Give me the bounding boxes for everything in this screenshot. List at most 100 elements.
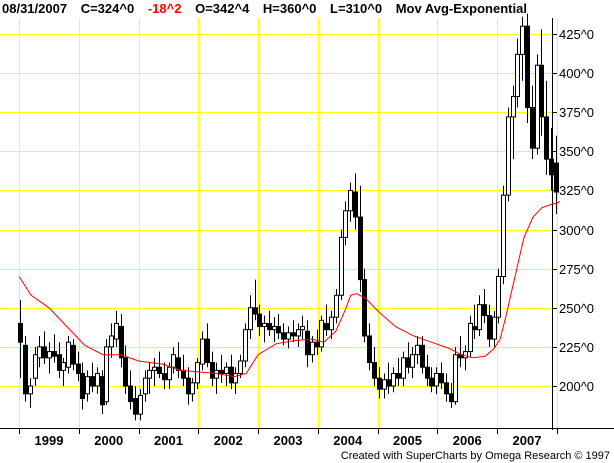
y-tick-label: 375^0 bbox=[559, 105, 594, 120]
candle-body bbox=[162, 372, 167, 381]
y-tick-label: 250^0 bbox=[559, 301, 594, 316]
candle-body bbox=[195, 362, 200, 384]
candle-body bbox=[406, 357, 411, 368]
y-tick-label: 425^0 bbox=[559, 27, 594, 42]
moving-average-line bbox=[18, 200, 561, 378]
x-tick-label: 2007 bbox=[513, 433, 542, 448]
candle-body bbox=[539, 64, 544, 118]
header-open: O=342^4 bbox=[195, 1, 250, 16]
candle-body bbox=[71, 344, 76, 365]
candle-body bbox=[319, 319, 324, 348]
candle-body bbox=[171, 354, 176, 368]
candle-body bbox=[143, 377, 148, 395]
y-tick-label: 225^0 bbox=[559, 340, 594, 355]
candle-body bbox=[472, 326, 477, 331]
candle-body bbox=[315, 341, 320, 348]
y-tick-label: 275^0 bbox=[559, 262, 594, 277]
candle-body bbox=[210, 362, 215, 379]
x-tick-label: 2001 bbox=[154, 433, 183, 448]
candle-body bbox=[496, 275, 501, 318]
candle-body bbox=[85, 376, 90, 395]
candle-body bbox=[324, 322, 329, 331]
candle-body bbox=[334, 294, 339, 318]
candle-body bbox=[439, 372, 444, 384]
candle-body bbox=[224, 366, 229, 374]
x-tick-label: 2000 bbox=[94, 433, 123, 448]
x-tick-label: 2006 bbox=[453, 433, 482, 448]
candle-body bbox=[200, 338, 205, 365]
candle-body bbox=[362, 279, 367, 337]
candle-body bbox=[401, 357, 406, 379]
candle-body bbox=[123, 357, 128, 387]
candle-body bbox=[549, 158, 554, 176]
candle-body bbox=[33, 354, 38, 379]
candle-body bbox=[511, 96, 516, 118]
header-high: H=360^0 bbox=[262, 1, 317, 16]
candle-body bbox=[28, 385, 33, 395]
candle-body bbox=[343, 210, 348, 238]
candle-body bbox=[453, 354, 458, 403]
candle-body bbox=[296, 329, 301, 337]
candle-body bbox=[243, 329, 248, 362]
candle-body bbox=[128, 385, 133, 403]
candle-body bbox=[468, 322, 473, 353]
candle-body bbox=[95, 372, 100, 387]
candle-body bbox=[114, 322, 119, 340]
candle-body bbox=[367, 335, 372, 364]
candle-body bbox=[501, 194, 506, 277]
candle-body bbox=[233, 372, 238, 384]
candle-body bbox=[520, 25, 525, 55]
candle-body bbox=[66, 341, 71, 368]
candle-body bbox=[76, 363, 81, 374]
candle-body bbox=[267, 322, 272, 331]
header-date: 08/31/2007 bbox=[2, 1, 68, 16]
credit-text: Created with SuperCharts by Omega Resear… bbox=[340, 450, 610, 462]
candle-body bbox=[358, 216, 363, 281]
candle-body bbox=[391, 372, 396, 387]
candle-body bbox=[515, 53, 520, 98]
candle-body bbox=[310, 341, 315, 356]
candle-body bbox=[281, 332, 286, 340]
candle-body bbox=[100, 376, 105, 406]
candle-body bbox=[420, 344, 425, 368]
candle-body bbox=[186, 377, 191, 395]
candle-body bbox=[238, 360, 243, 374]
candle-body bbox=[176, 357, 181, 371]
x-tick-label: 2004 bbox=[333, 433, 363, 448]
candle-body bbox=[57, 354, 62, 371]
candle-body bbox=[463, 351, 468, 359]
candle-body bbox=[80, 372, 85, 400]
candle-body bbox=[415, 344, 420, 356]
candle-body bbox=[42, 346, 47, 359]
candle-body bbox=[396, 372, 401, 379]
candle-body bbox=[119, 326, 124, 359]
candle-body bbox=[291, 332, 296, 337]
candle-body bbox=[61, 362, 66, 371]
candle-body bbox=[23, 344, 28, 395]
y-tick-label: 350^0 bbox=[559, 144, 594, 159]
chart-header: 08/31/2007 C=324^0 -18^2 O=342^4 H=360^0… bbox=[2, 1, 537, 16]
y-tick-label: 200^0 bbox=[559, 379, 594, 394]
candle-body bbox=[386, 379, 391, 387]
candle-body bbox=[425, 366, 430, 379]
candle-body bbox=[410, 354, 415, 368]
candle-body bbox=[229, 366, 234, 384]
candle-body bbox=[477, 304, 482, 331]
candle-body bbox=[329, 316, 334, 331]
candle-body bbox=[434, 372, 439, 387]
candle-body bbox=[18, 322, 23, 343]
candle-body bbox=[133, 398, 138, 415]
candle-body bbox=[535, 64, 540, 149]
candle-body bbox=[157, 366, 162, 374]
y-tick-label: 325^0 bbox=[559, 183, 594, 198]
y-tick-label: 300^0 bbox=[559, 223, 594, 238]
candle-body bbox=[525, 25, 530, 109]
candle-body bbox=[147, 369, 152, 379]
candle-body bbox=[492, 316, 497, 340]
candle-body bbox=[482, 304, 487, 317]
candle-body bbox=[348, 189, 353, 212]
candle-body bbox=[382, 379, 387, 390]
candle-body bbox=[152, 366, 157, 371]
candle-body bbox=[253, 307, 258, 315]
